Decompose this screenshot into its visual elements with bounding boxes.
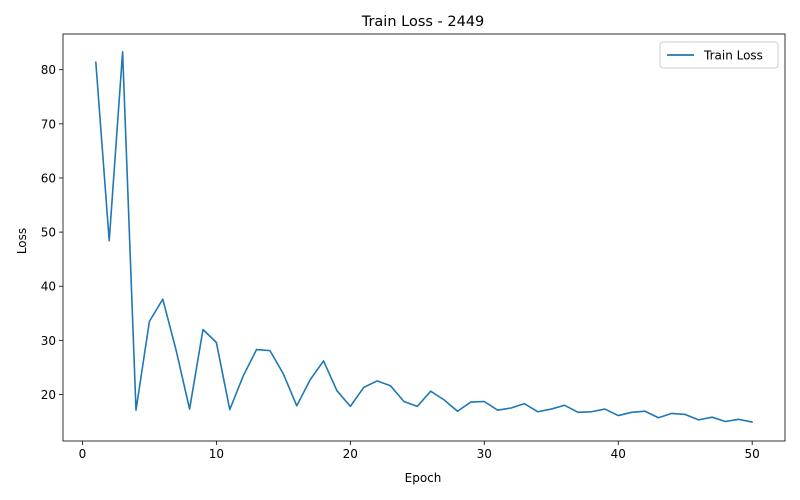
y-tick-label: 60	[41, 171, 56, 185]
x-axis-label: Epoch	[405, 471, 442, 485]
legend-box	[659, 41, 779, 69]
plot-frame	[62, 33, 786, 442]
y-tick-label: 80	[41, 63, 56, 77]
y-tick-label: 40	[41, 280, 56, 294]
y-tick-label: 50	[41, 226, 56, 240]
x-tick-label: 40	[611, 447, 626, 461]
x-tick-label: 10	[209, 447, 224, 461]
x-tick-label: 50	[745, 447, 760, 461]
chart-title: Train Loss - 2449	[361, 14, 485, 30]
series-layer	[95, 51, 753, 423]
y-tick-label: 20	[41, 388, 56, 402]
x-tick-label: 30	[477, 447, 492, 461]
legend-label-train-loss: Train Loss	[703, 49, 763, 63]
y-tick-label: 70	[41, 117, 56, 131]
y-axis: 20 30 40 50 60 70 80	[41, 63, 63, 402]
y-tick-label: 30	[41, 334, 56, 348]
x-tick-label: 20	[343, 447, 358, 461]
x-axis: 0 10 20 30 40 50	[79, 441, 760, 461]
x-tick-label: 0	[79, 447, 87, 461]
series-line-train-loss	[95, 51, 753, 423]
y-axis-label: Loss	[15, 228, 29, 254]
legend: Train Loss	[659, 41, 779, 69]
